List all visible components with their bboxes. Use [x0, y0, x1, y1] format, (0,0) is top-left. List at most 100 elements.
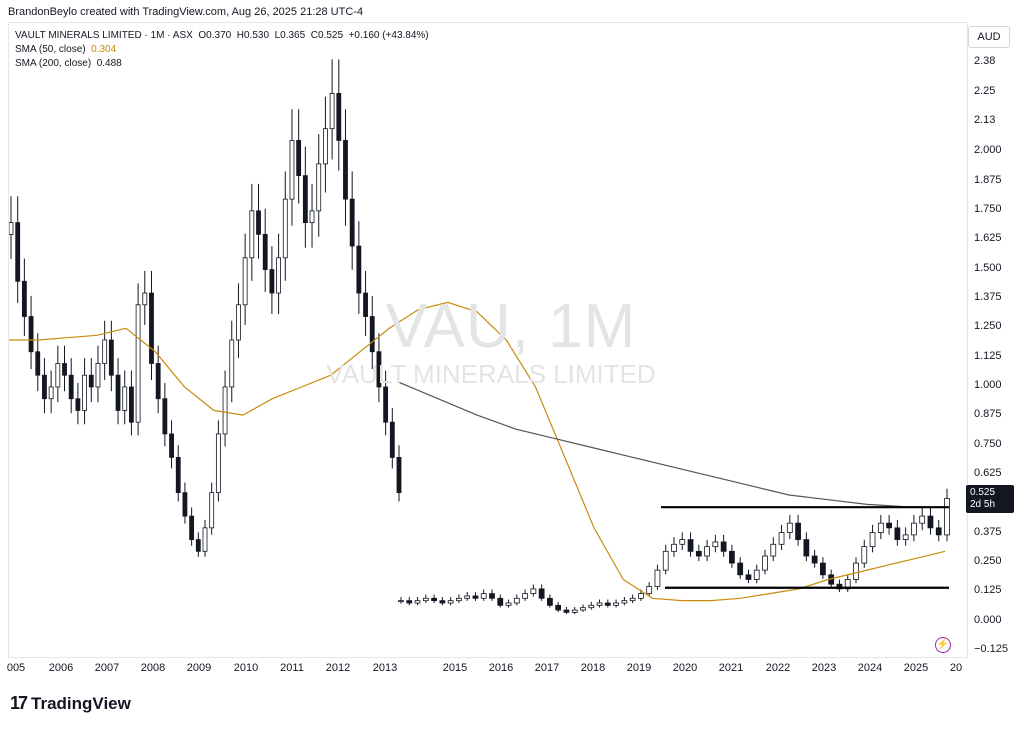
late-candle [778, 532, 785, 545]
x-tick-label: 2012 [325, 662, 351, 674]
chart-area[interactable]: VAU, 1M VAULT MINERALS LIMITED VAULT MIN… [8, 22, 968, 658]
early-candle [82, 374, 87, 411]
early-candle [356, 245, 362, 294]
late-candle [795, 522, 801, 540]
y-tick-label: 1.500 [974, 261, 1002, 274]
late-candle [737, 562, 744, 576]
early-candle [323, 128, 328, 165]
y-tick-label: 0.125 [974, 584, 1002, 597]
late-candle [613, 602, 619, 606]
price-plot[interactable] [9, 23, 967, 657]
x-tick-label: 005 [6, 662, 26, 674]
y-tick-label: 0.250 [974, 555, 1002, 568]
currency-selector[interactable]: AUD [968, 26, 1010, 48]
late-candle [935, 527, 942, 536]
late-candle [555, 604, 562, 611]
late-candle [431, 597, 437, 602]
early-candle [336, 93, 342, 141]
time-axis[interactable]: 005 2006 2007 2008 2009 2010 2011 2012 2013 2015 2… [6, 658, 966, 678]
y-tick-label: 1.875 [974, 173, 1002, 186]
late-candle [505, 602, 512, 606]
legend-close: 0.525 [317, 30, 344, 41]
late-candle [820, 562, 826, 576]
early-candle [256, 210, 261, 235]
late-candle [456, 597, 462, 602]
y-tick-label: 0.875 [974, 408, 1002, 421]
late-candle [497, 597, 504, 606]
x-tick-label: 2013 [372, 662, 398, 674]
late-candle [646, 586, 653, 594]
early-candle [229, 339, 235, 388]
late-candle [753, 569, 760, 580]
price-axis[interactable]: 2.502.382.252.132.0001.8751.7501.6251.50… [966, 22, 1024, 656]
early-candle [282, 198, 288, 259]
early-candle [215, 433, 221, 494]
early-candle [236, 304, 241, 341]
lightning-icon[interactable]: ⚡ [935, 637, 951, 653]
early-candle [169, 433, 174, 458]
early-candle [262, 233, 268, 270]
early-candle [135, 304, 141, 423]
early-candle [349, 198, 355, 247]
late-candle [811, 555, 818, 564]
x-tick-label: 2011 [280, 662, 304, 674]
late-candle [886, 522, 892, 529]
late-candle [902, 534, 909, 540]
early-candle [149, 292, 154, 364]
early-candle [389, 421, 395, 458]
legend-sma200-row[interactable]: SMA (200, close) 0.488 [15, 57, 429, 71]
early-candle [202, 527, 208, 552]
late-candle [861, 546, 868, 564]
early-candle [95, 363, 101, 388]
late-candle [836, 583, 843, 590]
x-tick-label: 2007 [94, 662, 120, 674]
legend-h-label: H [236, 30, 244, 41]
y-tick-label: 2.000 [974, 144, 1002, 157]
early-candle [155, 363, 161, 400]
last-price-value: 0.525 [970, 487, 996, 498]
late-candle [944, 498, 950, 536]
early-candle [162, 398, 168, 435]
late-candle [762, 555, 768, 571]
early-candle [182, 492, 188, 517]
early-candle [142, 292, 148, 306]
y-tick-label: 0.750 [974, 437, 1002, 450]
late-candle [877, 522, 884, 533]
legend-sma50-row[interactable]: SMA (50, close) 0.304 [15, 43, 429, 57]
early-candle [316, 163, 322, 212]
early-candle [122, 386, 128, 411]
early-candle [75, 398, 81, 411]
y-tick-label: 1.750 [974, 202, 1002, 215]
x-tick-label: 2016 [488, 662, 514, 674]
late-candle [911, 522, 917, 536]
late-candle [563, 609, 570, 613]
legend-sma50-value: 0.304 [91, 44, 117, 55]
late-candle [786, 522, 793, 533]
early-candle [129, 386, 134, 423]
x-tick-label: 2021 [718, 662, 744, 674]
x-tick-label: 2010 [233, 662, 259, 674]
watermark-name: VAULT MINERALS LIMITED [326, 359, 656, 389]
tradingview-logo: 17 TradingView [10, 693, 131, 714]
bar-countdown: 2d 5h [970, 499, 996, 510]
late-candle [638, 593, 644, 599]
legend-sma200-label: SMA (200, close) [15, 58, 92, 69]
early-candle [189, 515, 195, 540]
late-candle [538, 588, 545, 599]
early-candle [28, 316, 34, 353]
legend-change: +0.160 (+43.84%) [348, 30, 429, 41]
x-tick-label: 2008 [140, 662, 166, 674]
late-candle [927, 515, 934, 529]
legend-symbol[interactable]: VAULT MINERALS LIMITED · 1M · ASX [15, 30, 193, 41]
legend-ohlc-row: VAULT MINERALS LIMITED · 1M · ASX O0.370… [15, 29, 429, 43]
early-candle [42, 374, 47, 400]
y-tick-label: 2.13 [974, 113, 996, 126]
x-tick-label: 2019 [626, 662, 652, 674]
early-candle [108, 339, 114, 376]
early-candle [302, 175, 308, 223]
early-candle [35, 351, 41, 376]
late-candle [894, 527, 901, 540]
early-candle [363, 292, 368, 317]
last-price-tag: 0.525 2d 5h [966, 485, 1014, 513]
late-candle [414, 600, 421, 604]
